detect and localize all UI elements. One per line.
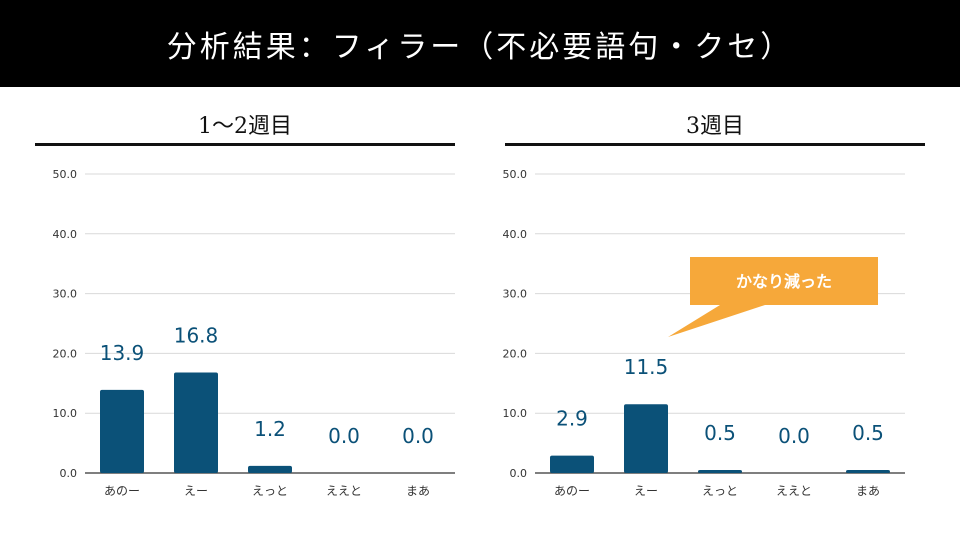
- data-label: 0.0: [402, 424, 434, 448]
- y-tick-label: 50.0: [503, 168, 528, 181]
- bar-chart-week-3: 0.0 10.0 20.0 30.0 40.0 50.0 2.9 あのー 11.5 えー 0.5 えっ…: [503, 168, 905, 498]
- y-tick-label: 10.0: [503, 407, 528, 420]
- bar: [550, 455, 594, 473]
- title-bar: 分析結果：フィラー（不必要語句・クセ）: [0, 0, 960, 87]
- data-label: 2.9: [556, 407, 588, 431]
- data-label: 13.9: [100, 341, 145, 365]
- category-label: あのー: [554, 484, 590, 498]
- category-label: えっと: [252, 484, 288, 498]
- page-title: 分析結果：フィラー（不必要語句・クセ）: [166, 29, 794, 65]
- category-label: えー: [634, 484, 658, 498]
- bar: [100, 389, 144, 473]
- bar: [846, 470, 890, 473]
- y-tick-label: 0.0: [60, 467, 78, 480]
- y-tick-label: 50.0: [53, 168, 78, 181]
- data-label: 16.8: [174, 324, 219, 348]
- data-label: 0.5: [852, 421, 884, 445]
- category-label: えー: [184, 484, 208, 498]
- bar: [698, 470, 742, 473]
- category-label: あのー: [104, 484, 140, 498]
- callout-pointer: [668, 305, 765, 337]
- category-label: まあ: [856, 484, 880, 498]
- data-label: 0.5: [704, 421, 736, 445]
- y-tick-label: 30.0: [53, 288, 78, 301]
- bar: [248, 465, 292, 473]
- y-tick-label: 40.0: [53, 228, 78, 241]
- callout-text: かなり減った: [736, 272, 832, 291]
- data-label: 0.0: [328, 424, 360, 448]
- chart-title-week-3: 3週目: [686, 114, 744, 139]
- chart-title-underline: [505, 143, 925, 146]
- category-label: ええと: [326, 484, 362, 498]
- callout-box: [690, 257, 878, 305]
- y-tick-label: 30.0: [503, 288, 528, 301]
- bar: [174, 372, 218, 473]
- bar: [624, 404, 668, 473]
- y-tick-label: 0.0: [510, 467, 528, 480]
- callout: かなり減った: [668, 257, 878, 337]
- y-tick-label: 40.0: [503, 228, 528, 241]
- data-label: 1.2: [254, 417, 286, 441]
- y-tick-label: 10.0: [53, 407, 78, 420]
- category-label: えっと: [702, 484, 738, 498]
- bar-chart-week-1-2: 0.0 10.0 20.0 30.0 40.0 50.0 13.9 あのー 16.8 えー 1.2 え…: [53, 168, 455, 498]
- category-label: ええと: [776, 484, 812, 498]
- category-label: まあ: [406, 484, 430, 498]
- chart-title-week-1-2: 1〜2週目: [198, 114, 292, 139]
- chart-title-underline: [35, 143, 455, 146]
- y-tick-label: 20.0: [53, 347, 78, 360]
- data-label: 0.0: [778, 424, 810, 448]
- data-label: 11.5: [624, 355, 669, 379]
- y-tick-label: 20.0: [503, 347, 528, 360]
